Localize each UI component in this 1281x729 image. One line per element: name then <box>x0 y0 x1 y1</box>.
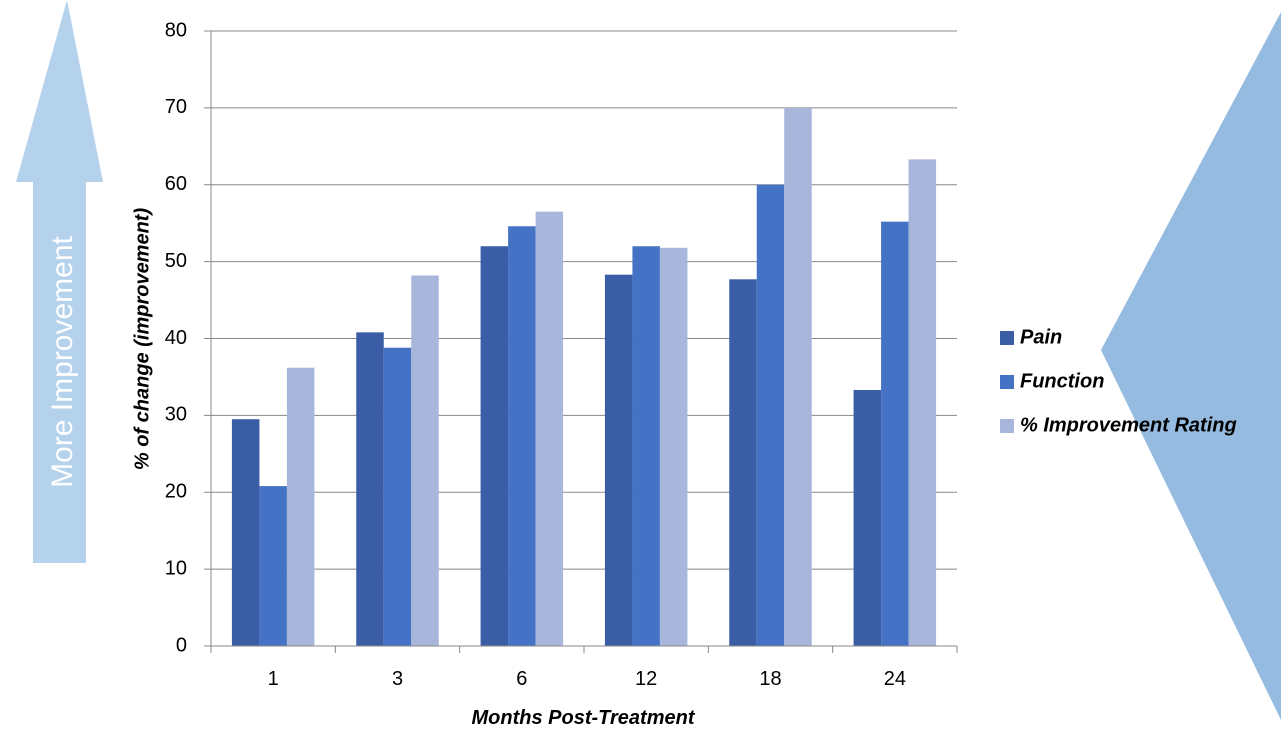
bar-function-1 <box>259 486 287 646</box>
bar-pain-18 <box>729 279 757 646</box>
more-improvement-arrow: More Improvement <box>16 0 103 563</box>
y-tick-label: 80 <box>165 19 187 41</box>
y-tick-label: 40 <box>165 327 187 349</box>
bar-improvement-rating-6 <box>535 211 564 646</box>
axes <box>210 31 958 653</box>
legend-label: Pain <box>1020 326 1062 348</box>
x-tick-label: 6 <box>516 668 527 690</box>
bar-function-18 <box>756 184 785 646</box>
y-tick-label: 30 <box>165 404 187 426</box>
bar-pain-1 <box>231 419 260 646</box>
x-tick-label: 3 <box>392 668 403 690</box>
bar-improvement-rating-24 <box>908 159 937 646</box>
y-tick-label: 10 <box>165 557 187 579</box>
bar-pain-6 <box>480 246 509 646</box>
gridlines <box>204 30 957 647</box>
bar-pain-3 <box>356 332 384 646</box>
bar-pain-24 <box>853 390 882 646</box>
legend-swatch <box>1000 375 1014 389</box>
legend-label: % Improvement Rating <box>1020 414 1237 436</box>
legend-label: Function <box>1020 370 1104 392</box>
bar-function-24 <box>881 221 909 646</box>
y-tick-label: 20 <box>165 481 187 503</box>
bar-function-3 <box>383 347 412 646</box>
bar-improvement-rating-3 <box>411 275 439 646</box>
bar-improvement-rating-12 <box>659 247 688 646</box>
legend: Pain Function % Improvement Rating <box>1000 326 1237 436</box>
x-axis-title: Months Post-Treatment <box>472 707 696 729</box>
y-tick-label: 60 <box>165 173 187 195</box>
right-decorative-shape <box>1101 12 1281 720</box>
legend-swatch <box>1000 331 1014 345</box>
y-tick-label: 70 <box>165 96 187 118</box>
x-tick-label: 1 <box>268 668 279 690</box>
y-tick-label: 50 <box>165 250 187 272</box>
bar-function-6 <box>508 226 536 646</box>
x-tick-label: 12 <box>635 668 657 690</box>
x-tick-labels: 1 3 6 12 18 24 <box>268 668 906 690</box>
more-improvement-label: More Improvement <box>46 235 79 487</box>
bar-improvement-rating-1 <box>286 367 315 646</box>
y-axis-title: % of change (improvement) <box>131 208 153 471</box>
x-tick-label: 24 <box>884 668 906 690</box>
y-tick-labels: 0 10 20 30 40 50 60 70 80 <box>165 19 187 656</box>
bar-pain-12 <box>604 274 633 646</box>
bar-function-12 <box>632 246 660 646</box>
bars <box>231 107 937 646</box>
x-tick-label: 18 <box>759 668 781 690</box>
up-arrow-icon <box>16 0 103 563</box>
y-tick-label: 0 <box>176 634 187 656</box>
bar-improvement-rating-18 <box>784 107 812 646</box>
legend-swatch <box>1000 419 1014 433</box>
